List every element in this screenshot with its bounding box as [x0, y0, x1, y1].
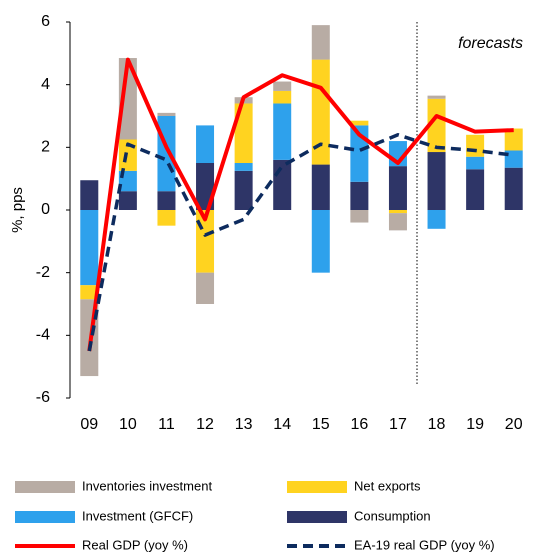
bar-segment — [350, 210, 369, 223]
x-tick-label: 11 — [158, 416, 175, 433]
bar-segment — [118, 191, 137, 210]
y-tick-label: -4 — [36, 327, 50, 344]
x-tick-label: 09 — [80, 416, 98, 433]
bar-segment — [504, 150, 523, 168]
legend-swatch — [287, 481, 347, 493]
legend-label: EA-19 real GDP (yoy %) — [354, 537, 495, 552]
y-axis-label: %, pps — [9, 187, 26, 233]
legend-label: Real GDP (yoy %) — [82, 537, 188, 552]
x-tick-label: 12 — [196, 416, 214, 433]
x-tick-label: 18 — [428, 416, 446, 433]
legend-label: Inventories investment — [82, 478, 212, 493]
legend-label: Investment (GFCF) — [82, 508, 193, 523]
y-tick-label: 6 — [41, 13, 50, 30]
legend-swatch — [15, 481, 75, 493]
x-tick-label: 10 — [119, 416, 137, 433]
bar-segment — [157, 112, 176, 116]
bar-segment — [388, 166, 407, 210]
bar-segment — [466, 156, 485, 170]
bar-segment — [427, 98, 446, 153]
bar-segment — [466, 134, 485, 157]
legend-label: Net exports — [354, 478, 421, 493]
bar-segment — [466, 169, 485, 210]
bar-segment — [311, 164, 330, 210]
bar-segment — [234, 170, 253, 210]
bar-segment — [388, 213, 407, 231]
line-series — [87, 57, 514, 352]
y-tick-label: -2 — [36, 264, 50, 281]
bar-segment — [350, 181, 369, 210]
bar-segment — [196, 163, 215, 210]
legend-label: Consumption — [354, 508, 431, 523]
bar-segment — [80, 210, 99, 286]
bar-segment — [234, 103, 253, 163]
bar-segment — [388, 210, 407, 214]
bar-segment — [504, 128, 523, 151]
x-tick-label: 14 — [273, 416, 291, 433]
bar-segment — [157, 210, 176, 226]
x-tick-label: 20 — [505, 416, 523, 433]
y-tick-label: 0 — [41, 201, 50, 218]
bar-segment — [311, 210, 330, 273]
bar-segment — [427, 210, 446, 229]
x-tick-label: 19 — [466, 416, 484, 433]
x-tick-label: 13 — [235, 416, 253, 433]
y-tick-label: 4 — [41, 76, 50, 93]
y-tick-label: 2 — [41, 139, 50, 156]
bar-segment — [157, 191, 176, 210]
bar-segment — [427, 95, 446, 99]
x-tick-label: 16 — [350, 416, 368, 433]
bar-segment — [196, 125, 215, 163]
annotation: forecasts — [458, 35, 523, 52]
bar-segment — [273, 81, 292, 91]
bar-segment — [350, 120, 369, 126]
legend-swatch — [287, 511, 347, 523]
bar-segment — [504, 167, 523, 210]
bar-segment — [157, 116, 176, 192]
bar-segment — [234, 163, 253, 171]
bar-segment — [80, 285, 99, 300]
x-tick-label: 17 — [389, 416, 407, 433]
bar-segment — [273, 103, 292, 160]
line-series — [87, 133, 514, 352]
bar-segment — [273, 90, 292, 104]
x-tick-label: 15 — [312, 416, 330, 433]
bar-segment — [196, 272, 215, 304]
bar-segment — [80, 180, 99, 210]
bar-segment — [427, 152, 446, 210]
y-tick-label: -6 — [36, 389, 50, 406]
bar-segment — [311, 25, 330, 60]
bar-segment — [273, 159, 292, 210]
legend-swatch — [15, 511, 75, 523]
